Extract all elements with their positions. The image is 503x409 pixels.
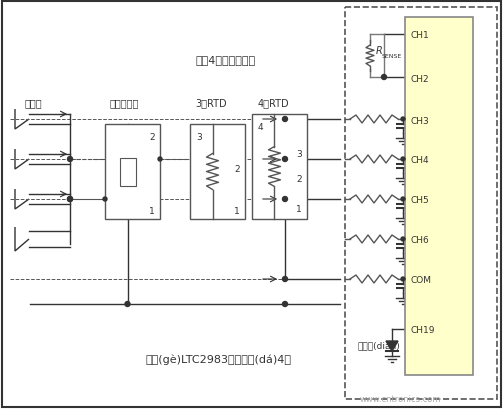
Text: R: R bbox=[376, 46, 383, 56]
Text: CH6: CH6 bbox=[411, 236, 430, 245]
Circle shape bbox=[67, 197, 72, 202]
Circle shape bbox=[401, 198, 405, 202]
Text: 熱電偶: 熱電偶 bbox=[25, 98, 43, 108]
Text: 1: 1 bbox=[149, 207, 155, 216]
Text: 2: 2 bbox=[234, 165, 240, 174]
Text: 1: 1 bbox=[234, 207, 240, 216]
Circle shape bbox=[283, 157, 288, 162]
Text: 冷接點(diǎn): 冷接點(diǎn) bbox=[358, 341, 401, 350]
Circle shape bbox=[67, 157, 72, 162]
Text: 3線RTD: 3線RTD bbox=[195, 98, 227, 108]
Text: 每個(gè)LTC2983連接多達(dá)4組: 每個(gè)LTC2983連接多達(dá)4組 bbox=[145, 354, 291, 364]
Bar bbox=[120, 158, 135, 186]
Text: CH1: CH1 bbox=[411, 31, 430, 40]
Circle shape bbox=[401, 277, 405, 281]
Circle shape bbox=[283, 302, 288, 307]
Text: CH5: CH5 bbox=[411, 196, 430, 205]
Circle shape bbox=[158, 157, 162, 162]
Text: 3: 3 bbox=[196, 133, 202, 142]
Circle shape bbox=[401, 118, 405, 122]
Circle shape bbox=[125, 302, 130, 307]
Circle shape bbox=[283, 117, 288, 122]
Text: SENSE: SENSE bbox=[382, 54, 402, 59]
Bar bbox=[405, 18, 473, 375]
Text: CH19: CH19 bbox=[411, 326, 436, 335]
Polygon shape bbox=[386, 341, 398, 351]
Text: www.cntronics.com: www.cntronics.com bbox=[360, 395, 442, 404]
Text: 2: 2 bbox=[149, 133, 155, 142]
Circle shape bbox=[401, 237, 405, 241]
Text: 熱敏電阻器: 熱敏電阻器 bbox=[110, 98, 139, 108]
Text: 所有4組傳感器共用: 所有4組傳感器共用 bbox=[195, 55, 255, 65]
Circle shape bbox=[401, 157, 405, 162]
Bar bbox=[252, 115, 307, 220]
Bar bbox=[105, 125, 160, 220]
Circle shape bbox=[283, 197, 288, 202]
Text: 4線RTD: 4線RTD bbox=[258, 98, 290, 108]
Text: CH3: CH3 bbox=[411, 116, 430, 125]
Text: 3: 3 bbox=[296, 150, 302, 159]
Circle shape bbox=[283, 277, 288, 282]
Circle shape bbox=[67, 197, 72, 202]
Text: 1: 1 bbox=[296, 204, 302, 213]
Text: 4: 4 bbox=[258, 123, 264, 132]
Text: CH4: CH4 bbox=[411, 156, 430, 165]
Text: CH2: CH2 bbox=[411, 74, 430, 83]
Circle shape bbox=[381, 75, 386, 80]
Circle shape bbox=[103, 198, 107, 202]
Bar bbox=[190, 125, 245, 220]
Text: 2: 2 bbox=[296, 175, 302, 184]
Text: COM: COM bbox=[411, 276, 432, 285]
